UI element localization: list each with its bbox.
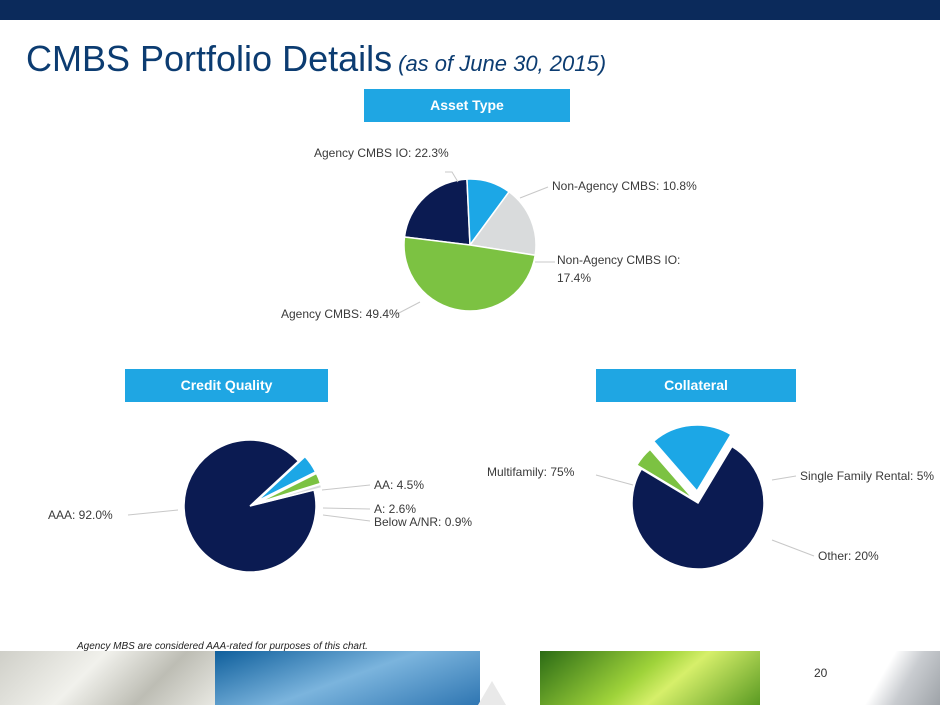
footer-triangle-decoration xyxy=(478,681,506,705)
page-number: 20 xyxy=(814,666,828,680)
top-banner xyxy=(0,0,940,20)
leader-other xyxy=(771,539,815,557)
credit-quality-label-aaa: AAA: 92.0% xyxy=(48,508,113,522)
collateral-header: Collateral xyxy=(596,369,796,402)
footer-grey-image xyxy=(855,651,940,705)
credit-quality-slice-aaa xyxy=(183,439,317,573)
credit-quality-label-below-a: Below A/NR: 0.9% xyxy=(374,515,472,529)
footer-image-strip xyxy=(0,651,940,705)
credit-quality-slice-aa xyxy=(256,455,317,503)
collateral-label-multifamily: Multifamily: 75% xyxy=(487,465,575,479)
leader-a xyxy=(322,507,371,510)
asset-type-label-agency-cmbs-io: Agency CMBS IO: 22.3% xyxy=(314,146,449,160)
leader-aaa xyxy=(127,509,179,516)
leader-below-a xyxy=(322,514,371,522)
footer-sky-image xyxy=(215,651,480,705)
page-title-subtitle: (as of June 30, 2015) xyxy=(398,51,607,76)
asset-type-label-non-agency-cmbs-io-pct: 17.4% xyxy=(557,271,591,285)
asset-type-header: Asset Type xyxy=(364,89,570,122)
leader-single-family-rental xyxy=(771,475,797,481)
collateral-label-other: Other: 20% xyxy=(818,549,879,563)
asset-type-label-non-agency-cmbs-io: Non-Agency CMBS IO: xyxy=(557,253,680,267)
asset-type-slice-agency-cmbs-io xyxy=(403,178,471,246)
collateral-slice-single-family-rental xyxy=(635,448,694,500)
credit-quality-pie xyxy=(183,439,323,573)
asset-type-label-agency-cmbs: Agency CMBS: 49.4% xyxy=(281,307,400,321)
leader-multifamily xyxy=(595,474,634,486)
leader-agency-cmbs xyxy=(396,301,421,315)
footer-leaf-image xyxy=(540,651,760,705)
page-title: CMBS Portfolio Details (as of June 30, 20… xyxy=(26,38,606,80)
footer-divider xyxy=(760,651,855,705)
asset-type-slice-agency-cmbs xyxy=(403,236,537,312)
credit-quality-header: Credit Quality xyxy=(125,369,328,402)
collateral-leaders xyxy=(595,474,815,557)
asset-type-pie xyxy=(403,178,537,312)
asset-type-label-non-agency-cmbs: Non-Agency CMBS: 10.8% xyxy=(552,179,697,193)
asset-type-leaders xyxy=(396,171,555,315)
leader-aa xyxy=(321,484,371,491)
footer-rope-image xyxy=(0,651,215,705)
leader-agency-cmbs-io xyxy=(445,171,459,183)
footnote: Agency MBS are considered AAA-rated for … xyxy=(77,641,368,652)
credit-quality-slice-a xyxy=(257,472,322,504)
credit-quality-label-aa: AA: 4.5% xyxy=(374,478,424,492)
collateral-slice-multifamily xyxy=(631,445,765,570)
asset-type-slice-non-agency-cmbs-io xyxy=(468,190,537,257)
credit-quality-slice-below-a xyxy=(257,483,323,505)
credit-quality-label-a: A: 2.6% xyxy=(374,502,416,516)
credit-quality-leaders xyxy=(127,484,371,522)
collateral-pie xyxy=(631,424,765,570)
collateral-label-single-family-rental: Single Family Rental: 5% xyxy=(800,469,934,483)
leader-non-agency-cmbs xyxy=(519,186,549,199)
collateral-slice-other xyxy=(652,424,732,493)
page-title-main: CMBS Portfolio Details xyxy=(26,38,393,79)
